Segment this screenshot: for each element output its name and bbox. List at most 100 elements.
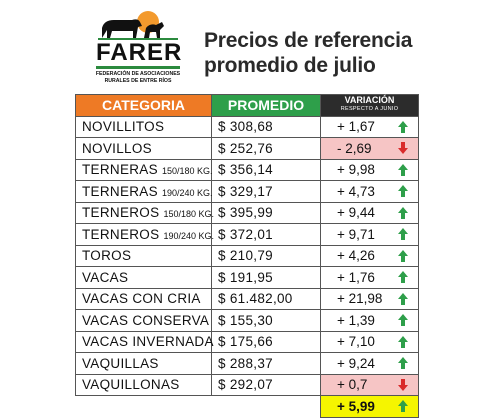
cell-categoria: TOROS [75,244,212,267]
variacion-value: + 9,71 [337,226,375,242]
livestock-silhouette-icon [98,11,178,40]
table-row: NOVILLOS $ 252,76 - 2,69 [75,137,419,160]
categoria-label: TOROS [82,248,132,264]
categoria-label: TERNERAS [82,183,158,199]
cell-promedio: $ 252,76 [211,137,321,160]
cell-promedio: $ 61.482,00 [211,287,321,310]
cell-categoria: TERNEROS 150/180 KG. [75,201,215,224]
variacion-value: + 21,98 [337,291,383,307]
table-row: VAQUILLONAS $ 292,07 + 0,7 [75,373,419,396]
cell-variacion: + 9,44 [320,201,419,224]
cell-variacion: + 0,7 [320,373,419,396]
categoria-label: VAQUILLONAS [82,377,180,393]
arrow-up-icon [398,228,408,240]
cell-categoria: NOVILLITOS [75,115,212,138]
cell-promedio: $ 191,95 [211,266,321,289]
cell-variacion: + 9,24 [320,352,419,375]
arrow-up-icon [398,206,408,219]
cell-categoria: VAQUILLONAS [75,373,212,396]
categoria-size: 150/180 KG. [161,166,213,177]
cell-categoria: VACAS CON CRIA [75,287,212,310]
cell-categoria: TERNERAS 150/180 KG. [75,158,213,181]
cell-promedio: $ 292,07 [211,373,321,396]
categoria-size: 190/240 KG. [163,230,215,241]
variacion-value: + 1,67 [337,119,375,135]
farer-logo: FARER FEDERACIÓN DE ASOCIACIONES RURALES… [88,8,188,88]
arrow-up-icon [398,400,408,412]
cell-variacion: + 9,71 [320,223,419,246]
total-row: + 5,99 [76,395,419,418]
price-table: CATEGORIA PROMEDIO VARIACIÓN RESPECTO A … [75,94,419,418]
cell-promedio: $ 395,99 [211,201,321,224]
cell-promedio: $ 288,37 [211,352,321,375]
cell-variacion: + 21,98 [320,287,419,310]
header-categoria: CATEGORIA [75,94,212,117]
cell-promedio: $ 308,68 [211,115,321,138]
cell-categoria: VACAS CONSERVA [75,309,212,332]
brand-subtitle-line: FEDERACIÓN DE ASOCIACIONES [95,71,181,77]
cell-categoria: VACAS [75,266,212,289]
cell-variacion: + 1,76 [320,266,419,289]
table-row: TERNERAS 190/240 KG. $ 329,17 + 4,73 [75,180,419,203]
categoria-label: VAQUILLAS [82,355,159,371]
categoria-label: TERNEROS [82,205,160,221]
arrow-up-icon [398,335,408,348]
variacion-value: + 4,73 [337,183,375,199]
arrow-up-icon [398,249,408,262]
variacion-value: + 4,26 [337,248,375,264]
cell-variacion-total: + 5,99 [320,395,419,418]
arrow-up-icon [398,314,408,326]
header-variacion: VARIACIÓN RESPECTO A JUNIO [320,94,419,117]
table-row: TERNERAS 150/180 KG. $ 356,14 + 9,98 [75,158,419,181]
cell-variacion: + 9,98 [320,158,419,181]
page-title: Precios de referencia promedio de julio [204,28,412,78]
cell-categoria: VAQUILLAS [75,352,212,375]
header-promedio: PROMEDIO [211,94,321,117]
table-row: VACAS $ 191,95 + 1,76 [75,266,419,289]
brand-name: FARER [96,41,181,69]
variacion-value: + 9,98 [337,162,375,178]
cell-categoria: NOVILLOS [75,137,212,160]
table-row: TERNEROS 150/180 KG. $ 395,99 + 9,44 [75,201,419,224]
cell-promedio: $ 175,66 [211,330,321,353]
header-variacion-sublabel: RESPECTO A JUNIO [340,106,399,113]
variacion-value: + 0,7 [337,377,368,393]
categoria-label: VACAS INVERNADA [82,334,214,350]
arrow-up-icon [398,271,408,283]
categoria-label: TERNEROS [82,226,160,242]
arrow-down-icon [398,142,408,154]
cell-variacion: - 2,69 [320,137,419,160]
variacion-value: + 9,24 [337,355,375,371]
categoria-label: NOVILLOS [82,140,152,156]
categoria-size: 150/180 KG. [163,209,215,220]
variacion-value: + 7,10 [337,334,375,350]
categoria-label: TERNERAS [82,162,158,178]
arrow-up-icon [398,163,408,176]
arrow-up-icon [398,185,408,197]
categoria-label: VACAS CONSERVA [82,312,210,328]
cell-promedio: $ 372,01 [211,223,321,246]
page-title-line: promedio de julio [204,54,376,77]
arrow-down-icon [398,378,408,391]
variacion-value: - 2,69 [337,140,372,156]
cell-variacion: + 4,26 [320,244,419,267]
cell-variacion: + 1,39 [320,309,419,332]
brand-subtitle: FEDERACIÓN DE ASOCIACIONES RURALES DE EN… [88,71,188,84]
table-row: NOVILLITOS $ 308,68 + 1,67 [75,115,419,138]
arrow-up-icon [398,357,408,369]
cell-promedio: $ 155,30 [211,309,321,332]
variacion-value: + 9,44 [337,205,375,221]
variacion-total-value: + 5,99 [337,398,375,414]
arrow-up-icon [398,120,408,133]
header-variacion-label: VARIACIÓN [344,95,395,106]
page-title-line: Precios de referencia [204,29,413,52]
categoria-label: NOVILLITOS [82,119,165,135]
variacion-value: + 1,76 [337,269,375,285]
cell-variacion: + 1,67 [320,115,419,138]
variacion-value: + 1,39 [337,312,375,328]
brand-subtitle-line: RURALES DE ENTRE RÍOS [104,77,172,84]
table-row: VACAS INVERNADA $ 175,66 + 7,10 [75,330,419,353]
cell-promedio: $ 210,79 [211,244,321,267]
cell-promedio: $ 329,17 [211,180,321,203]
cell-variacion: + 4,73 [320,180,419,203]
